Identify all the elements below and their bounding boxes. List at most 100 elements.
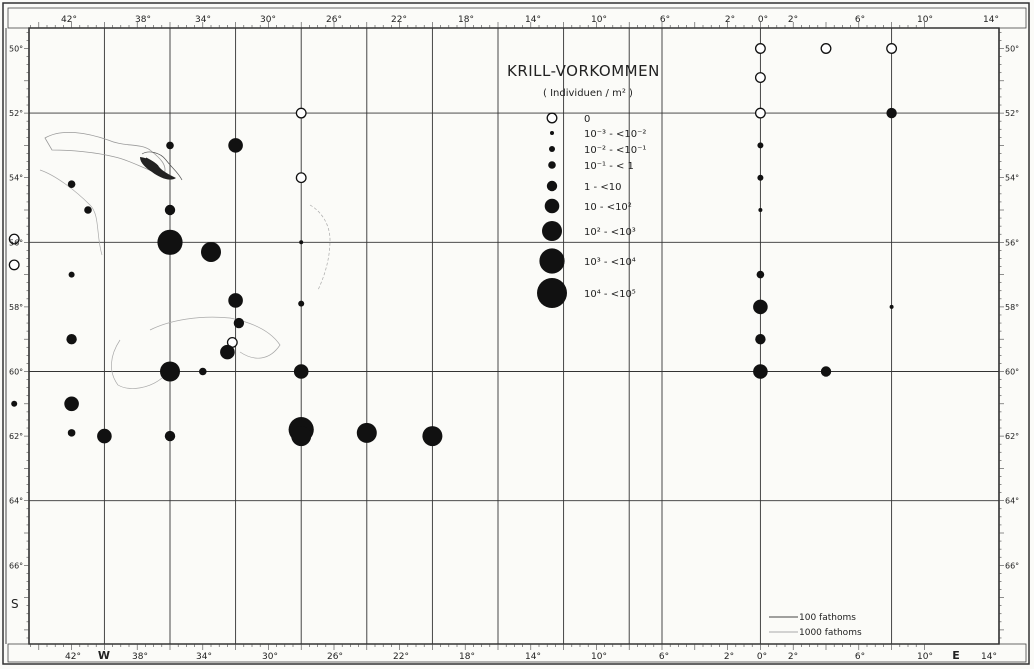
map-title: KRILL-VORKOMMEN xyxy=(507,62,660,80)
legend-symbol xyxy=(537,278,567,308)
station-no-krill-marker xyxy=(886,43,898,54)
station-krill-marker xyxy=(757,174,764,181)
left-lat-label: 64° xyxy=(9,497,23,506)
right-lat-label: 56° xyxy=(1005,238,1019,247)
top-lon-label: 22° xyxy=(391,15,407,25)
top-lon-label: 38° xyxy=(135,15,151,25)
graduation-ticks xyxy=(7,7,1027,663)
left-lat-label: 50° xyxy=(9,45,23,54)
right-lat-label: 60° xyxy=(1005,368,1019,377)
top-lon-label: 10° xyxy=(591,15,607,25)
bottom-lon-label: 6° xyxy=(659,652,669,662)
bottom-lon-label: W xyxy=(98,649,110,662)
station-no-krill-marker xyxy=(754,43,766,54)
contour-1000-label: 1000 fathoms xyxy=(799,628,862,638)
station-krill-marker xyxy=(201,241,221,262)
station-krill-marker xyxy=(166,141,174,150)
station-krill-marker xyxy=(820,366,832,377)
station-no-krill-marker xyxy=(754,107,766,119)
station-krill-marker xyxy=(97,428,112,444)
station-krill-marker xyxy=(291,426,312,447)
station-krill-marker xyxy=(233,317,245,329)
right-lat-label: 64° xyxy=(1005,497,1019,506)
left-lat-label: 66° xyxy=(9,561,23,570)
legend-symbol xyxy=(549,146,555,152)
abundance-legend: KRILL-VORKOMMEN ( Individuen / m² ) 0 10⁻… xyxy=(507,62,660,308)
bottom-lon-label: 30° xyxy=(262,652,278,662)
station-no-krill-marker xyxy=(295,107,307,119)
legend-symbol xyxy=(544,198,560,214)
station-krill-marker xyxy=(67,429,76,437)
legend-range-label: 1 - <10 xyxy=(584,182,621,193)
top-lon-label: 26° xyxy=(326,15,342,25)
coastline-south-georgia xyxy=(39,132,331,389)
station-krill-marker xyxy=(220,344,235,360)
station-krill-marker xyxy=(293,364,309,379)
south-hemisphere-label: S xyxy=(11,597,19,611)
bottom-lon-label: 2° xyxy=(724,652,734,662)
right-lat-label: 66° xyxy=(1005,561,1019,570)
station-no-krill-marker xyxy=(8,233,20,245)
station-krill-marker xyxy=(66,334,77,345)
bottom-lon-label: 38° xyxy=(132,652,148,662)
station-krill-marker xyxy=(64,396,79,412)
sampling-stations xyxy=(8,43,898,447)
station-krill-marker xyxy=(889,304,894,309)
map-subtitle: ( Individuen / m² ) xyxy=(543,88,633,99)
station-krill-marker xyxy=(757,142,764,149)
bottom-lon-label: 0° xyxy=(757,652,767,662)
station-krill-marker xyxy=(753,364,768,379)
legend-symbol xyxy=(550,131,554,135)
contour-legend: 100 fathoms 1000 fathoms xyxy=(769,613,862,638)
legend-symbol xyxy=(539,248,565,274)
legend-range-label: 10⁻² - <10⁻¹ xyxy=(584,145,646,156)
legend-range-label: 10⁻¹ - < 1 xyxy=(584,161,634,172)
bottom-lon-label: 10° xyxy=(917,652,933,662)
left-lat-label: 56° xyxy=(9,238,23,247)
station-no-krill-marker xyxy=(295,172,307,184)
station-krill-marker xyxy=(164,430,176,442)
station-krill-marker xyxy=(199,367,207,376)
legend-symbol xyxy=(546,180,558,192)
top-lon-label: 30° xyxy=(260,15,276,25)
top-lon-label: 10° xyxy=(917,15,933,25)
station-no-krill-marker xyxy=(754,72,766,84)
top-scale-band xyxy=(7,7,1027,29)
station-krill-marker xyxy=(84,206,92,214)
top-lon-label: 2° xyxy=(725,15,735,25)
right-lat-label: 52° xyxy=(1005,109,1019,118)
station-krill-marker xyxy=(356,422,377,443)
legend-range-label: 10 - <10² xyxy=(584,202,632,213)
graticule xyxy=(5,28,999,644)
top-lon-label: 34° xyxy=(195,15,211,25)
right-lat-label: 58° xyxy=(1005,303,1019,312)
bottom-lon-label: 14° xyxy=(981,652,997,662)
bottom-lon-label: 42° xyxy=(65,652,81,662)
station-krill-marker xyxy=(756,270,765,279)
station-krill-marker xyxy=(228,293,243,308)
top-lon-label: 42° xyxy=(61,15,77,25)
legend-symbol xyxy=(548,161,556,169)
station-krill-marker xyxy=(753,299,768,315)
bottom-lon-label: E xyxy=(952,649,960,662)
top-lon-label: 18° xyxy=(458,15,474,25)
station-krill-marker xyxy=(11,400,18,407)
bottom-lon-label: 10° xyxy=(591,652,607,662)
station-krill-marker xyxy=(67,180,76,188)
right-lat-label: 50° xyxy=(1005,45,1019,54)
station-no-krill-marker xyxy=(8,259,20,271)
legend-range-label: 0 xyxy=(584,114,590,125)
right-lat-label: 54° xyxy=(1005,174,1019,183)
left-lat-label: 52° xyxy=(9,109,23,118)
station-krill-marker xyxy=(298,300,305,307)
top-lon-label: 0° xyxy=(758,15,768,25)
top-lon-label: 14° xyxy=(525,15,541,25)
graticule-labels: 42° 38° 34° 30° 26° 22° 18° 14° 10° 6° 2° 0° 2° 6° 10°… xyxy=(9,15,1019,662)
legend-symbol xyxy=(546,112,558,124)
contour-100-label: 100 fathoms xyxy=(799,613,856,623)
bottom-lon-label: 2° xyxy=(788,652,798,662)
left-lat-label: 62° xyxy=(9,432,23,441)
station-no-krill-marker xyxy=(820,43,832,54)
